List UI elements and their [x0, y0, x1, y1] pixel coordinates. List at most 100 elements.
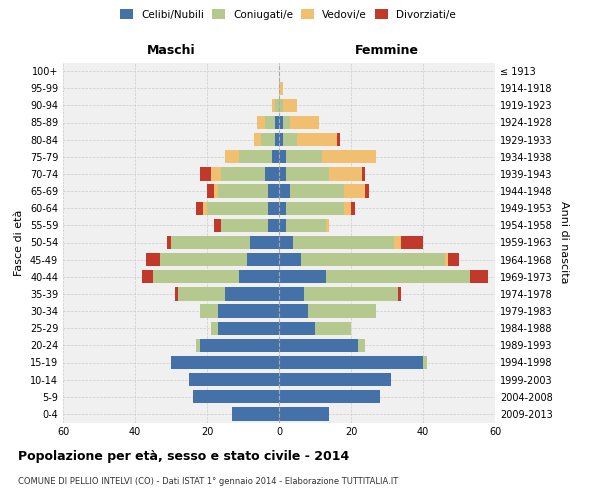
Bar: [279, 150, 286, 164]
Bar: [196, 202, 203, 215]
Bar: [268, 184, 279, 198]
Bar: [268, 202, 279, 215]
Bar: [221, 167, 265, 180]
Bar: [279, 253, 301, 266]
Bar: [160, 253, 247, 266]
Bar: [326, 218, 329, 232]
Bar: [344, 202, 351, 215]
Bar: [279, 202, 286, 215]
Bar: [275, 98, 279, 112]
Bar: [171, 356, 279, 369]
Bar: [225, 150, 239, 164]
Bar: [250, 236, 279, 249]
Bar: [394, 236, 401, 249]
Bar: [358, 338, 365, 352]
Bar: [279, 82, 283, 95]
Bar: [279, 338, 358, 352]
Bar: [196, 338, 200, 352]
Bar: [153, 270, 239, 283]
Bar: [279, 390, 380, 404]
Bar: [232, 407, 279, 420]
Bar: [142, 270, 153, 283]
Bar: [279, 167, 286, 180]
Bar: [200, 304, 218, 318]
Bar: [167, 236, 171, 249]
Bar: [178, 287, 225, 300]
Bar: [247, 253, 279, 266]
Bar: [200, 167, 211, 180]
Bar: [279, 322, 315, 335]
Bar: [286, 218, 326, 232]
Bar: [265, 167, 279, 180]
Text: Femmine: Femmine: [355, 44, 419, 58]
Bar: [279, 116, 283, 129]
Bar: [315, 322, 351, 335]
Bar: [254, 133, 261, 146]
Bar: [279, 304, 308, 318]
Bar: [193, 390, 279, 404]
Bar: [211, 322, 218, 335]
Bar: [297, 133, 337, 146]
Bar: [286, 202, 344, 215]
Bar: [211, 167, 221, 180]
Bar: [218, 322, 279, 335]
Bar: [200, 338, 279, 352]
Bar: [279, 236, 293, 249]
Bar: [214, 184, 218, 198]
Bar: [218, 184, 268, 198]
Bar: [445, 253, 448, 266]
Bar: [279, 98, 283, 112]
Bar: [351, 202, 355, 215]
Bar: [207, 184, 214, 198]
Bar: [279, 356, 423, 369]
Bar: [344, 184, 365, 198]
Bar: [308, 304, 376, 318]
Bar: [322, 150, 376, 164]
Bar: [265, 116, 275, 129]
Bar: [268, 218, 279, 232]
Bar: [279, 184, 290, 198]
Bar: [257, 116, 265, 129]
Bar: [279, 270, 326, 283]
Bar: [286, 167, 329, 180]
Y-axis label: Fasce di età: Fasce di età: [14, 210, 24, 276]
Bar: [329, 167, 362, 180]
Bar: [272, 150, 279, 164]
Bar: [401, 236, 423, 249]
Bar: [171, 236, 250, 249]
Bar: [304, 287, 398, 300]
Y-axis label: Anni di nascita: Anni di nascita: [559, 201, 569, 284]
Bar: [279, 218, 286, 232]
Bar: [275, 133, 279, 146]
Bar: [290, 184, 344, 198]
Bar: [365, 184, 369, 198]
Bar: [218, 304, 279, 318]
Bar: [470, 270, 488, 283]
Bar: [283, 116, 290, 129]
Bar: [279, 373, 391, 386]
Bar: [203, 202, 207, 215]
Text: COMUNE DI PELLIO INTELVI (CO) - Dati ISTAT 1° gennaio 2014 - Elaborazione TUTTIT: COMUNE DI PELLIO INTELVI (CO) - Dati IST…: [18, 478, 398, 486]
Bar: [146, 253, 160, 266]
Bar: [301, 253, 445, 266]
Bar: [279, 133, 283, 146]
Legend: Celibi/Nubili, Coniugati/e, Vedovi/e, Divorziati/e: Celibi/Nubili, Coniugati/e, Vedovi/e, Di…: [116, 5, 460, 24]
Bar: [362, 167, 365, 180]
Bar: [283, 98, 297, 112]
Bar: [189, 373, 279, 386]
Bar: [239, 150, 272, 164]
Bar: [286, 150, 322, 164]
Bar: [214, 218, 221, 232]
Text: Maschi: Maschi: [146, 44, 196, 58]
Bar: [225, 287, 279, 300]
Bar: [290, 116, 319, 129]
Bar: [261, 133, 275, 146]
Bar: [207, 202, 268, 215]
Bar: [279, 407, 329, 420]
Bar: [175, 287, 178, 300]
Bar: [272, 98, 275, 112]
Bar: [239, 270, 279, 283]
Text: Popolazione per età, sesso e stato civile - 2014: Popolazione per età, sesso e stato civil…: [18, 450, 349, 463]
Bar: [326, 270, 470, 283]
Bar: [221, 218, 268, 232]
